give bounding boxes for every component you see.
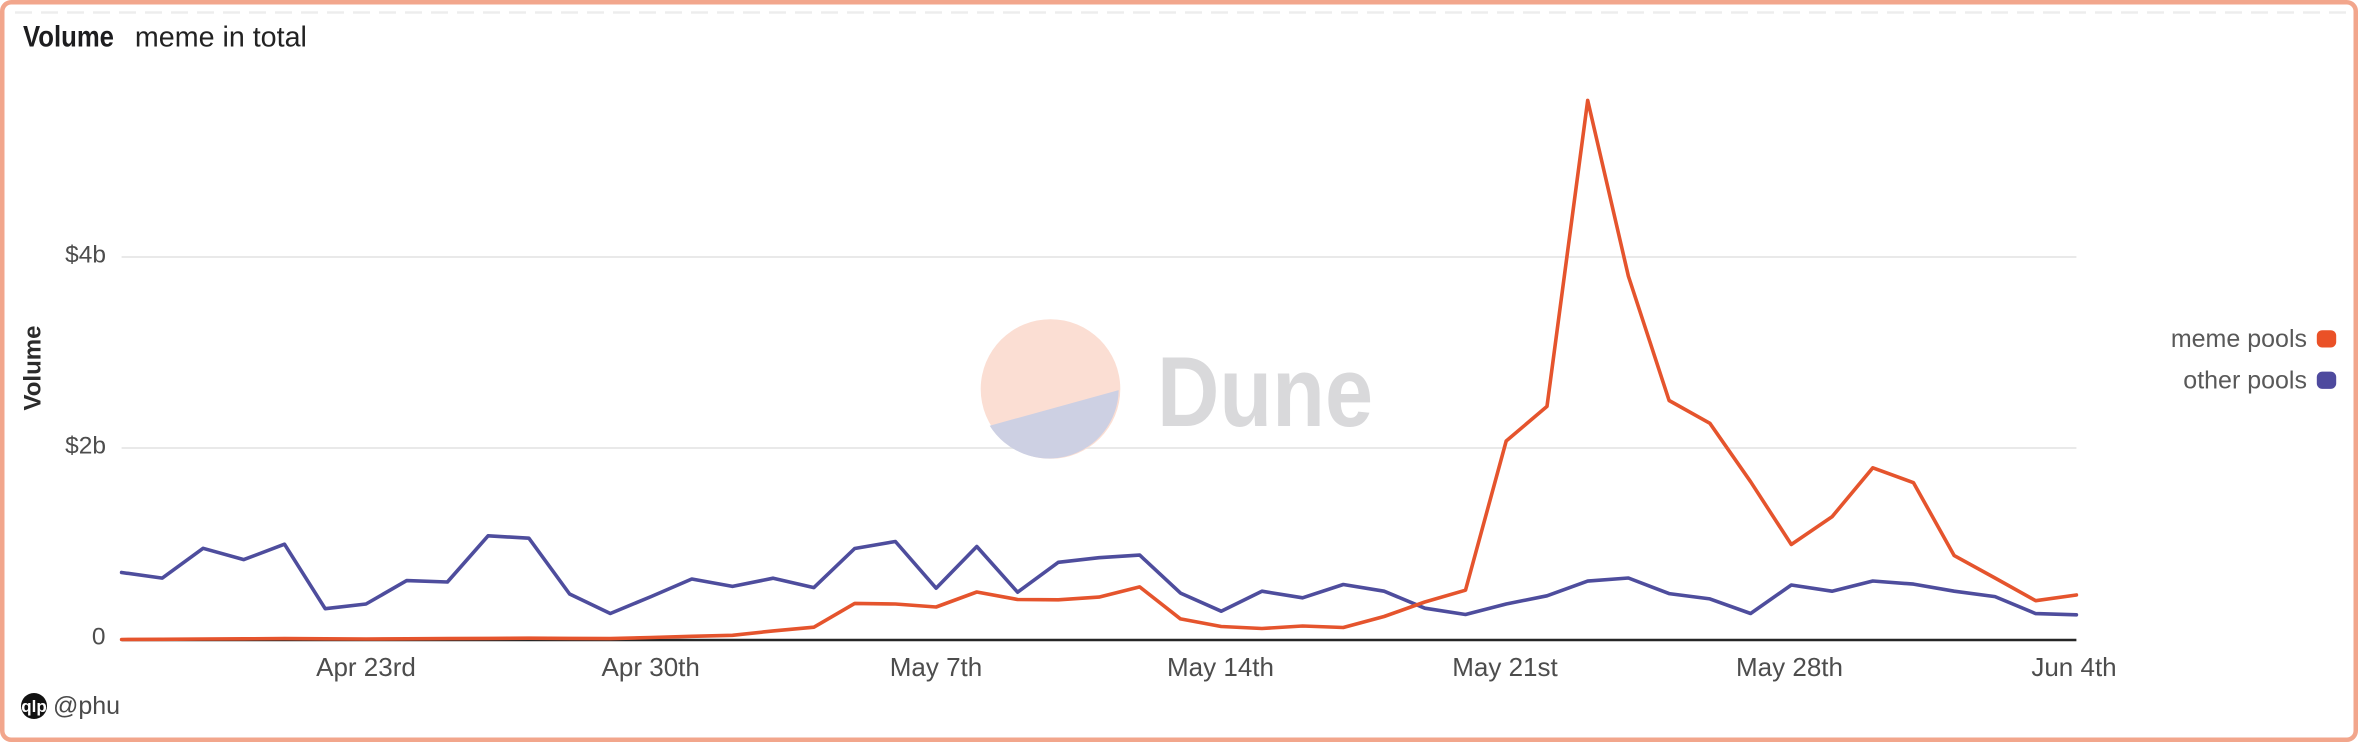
svg-text:May 28th: May 28th	[1736, 652, 1843, 682]
svg-text:Jun 4th: Jun 4th	[2031, 652, 2116, 682]
svg-text:$2b: $2b	[65, 432, 106, 459]
svg-text:May 14th: May 14th	[1167, 652, 1274, 682]
svg-text:Volume: Volume	[23, 21, 114, 54]
svg-text:other pools: other pools	[2183, 367, 2307, 395]
svg-text:May 7th: May 7th	[890, 652, 983, 682]
svg-text:May 21st: May 21st	[1452, 652, 1558, 682]
svg-text:Dune: Dune	[1157, 336, 1373, 447]
svg-text:Apr 23rd: Apr 23rd	[316, 652, 416, 682]
svg-text:Apr 30th: Apr 30th	[602, 652, 700, 682]
svg-text:Volume: Volume	[20, 326, 47, 411]
svg-text:$4b: $4b	[65, 241, 106, 268]
svg-text:qlp: qlp	[21, 697, 47, 716]
svg-text:0: 0	[92, 624, 106, 651]
svg-text:meme pools: meme pools	[2171, 325, 2307, 353]
svg-text:@phu: @phu	[53, 692, 120, 720]
svg-text:meme in total: meme in total	[135, 22, 307, 54]
